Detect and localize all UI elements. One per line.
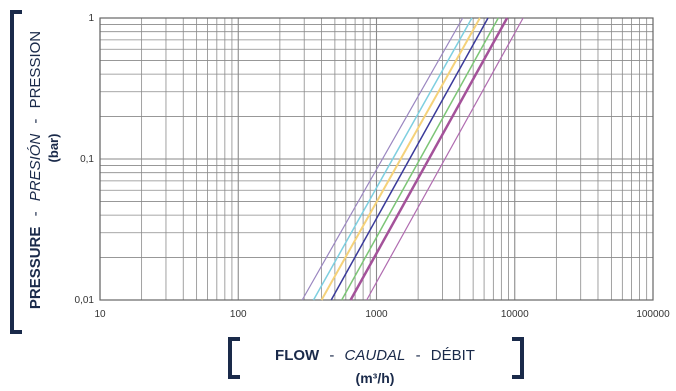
x-tick-label: 10 bbox=[94, 309, 106, 320]
x-axis-label: FLOW - CAUDAL - DÉBIT (m³/h) bbox=[275, 347, 475, 386]
y-label-es: PRESIÓN bbox=[27, 134, 44, 202]
y-tick-label: 0,01 bbox=[75, 295, 95, 306]
y-tick-labels: 0,01 0,1 1 bbox=[75, 13, 95, 306]
x-tick-label: 100000 bbox=[636, 309, 670, 320]
y-label-unit: (bar) bbox=[46, 134, 61, 163]
x-bracket-left bbox=[228, 337, 240, 379]
x-tick-label: 10000 bbox=[501, 309, 529, 320]
series-line-4 bbox=[330, 17, 489, 301]
plot-frame bbox=[99, 17, 654, 301]
y-axis-label: PRESSURE - PRESIÓN - PRESSION (bar) bbox=[27, 31, 61, 309]
x-label-unit: (m³/h) bbox=[356, 370, 395, 386]
y-tick-label: 0,1 bbox=[80, 154, 94, 165]
x-tick-label: 1000 bbox=[365, 309, 388, 320]
x-label-es: CAUDAL bbox=[345, 347, 406, 364]
y-label-sep2: - bbox=[27, 119, 44, 124]
x-label-en: FLOW bbox=[275, 347, 320, 364]
series-line-7 bbox=[366, 17, 524, 301]
svg-text:FLOW - CAUDAL: FLOW - CAUDAL - DÉBIT bbox=[275, 347, 475, 364]
x-label-fr: DÉBIT bbox=[431, 347, 475, 364]
series-line-5 bbox=[341, 17, 499, 301]
series-line-1 bbox=[301, 17, 464, 301]
grid bbox=[99, 17, 654, 301]
series-line-6 bbox=[349, 17, 509, 301]
y-tick-label: 1 bbox=[88, 13, 94, 24]
x-label-sep2: - bbox=[416, 347, 421, 364]
y-label-fr: PRESSION bbox=[27, 31, 44, 109]
y-bracket bbox=[10, 10, 22, 334]
y-label-en: PRESSURE bbox=[27, 227, 44, 310]
series-line-2 bbox=[312, 17, 473, 301]
x-tick-labels: 10 100 1000 10000 100000 bbox=[94, 309, 670, 320]
x-bracket-right bbox=[512, 337, 524, 379]
series-line-3 bbox=[320, 17, 481, 301]
y-label-sep1: - bbox=[27, 211, 44, 216]
x-tick-label: 100 bbox=[230, 309, 247, 320]
x-label-sep1: - bbox=[329, 347, 334, 364]
series-lines bbox=[301, 17, 524, 301]
svg-text:PRESSURE - PRE: PRESSURE - PRESIÓN - PRESSION bbox=[27, 31, 44, 309]
